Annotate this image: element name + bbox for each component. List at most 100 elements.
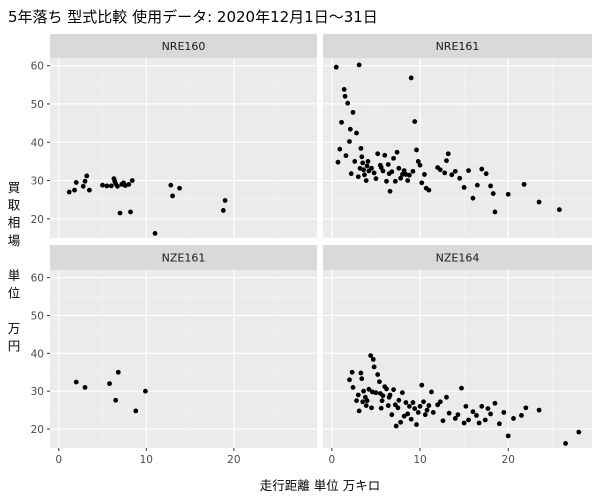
data-point [459,385,464,391]
data-point [452,416,458,421]
data-point [419,382,425,388]
data-point [396,165,402,171]
data-point [373,390,379,396]
data-point [370,356,376,362]
data-point [361,167,366,173]
data-point [463,403,469,409]
x-tick-label: 0 [55,454,62,466]
data-point [392,178,398,184]
y-tick-label: 60 [31,61,44,73]
data-point [429,389,434,395]
data-point [375,151,381,157]
facet-strip-label: NZE164 [436,252,480,265]
data-point [100,182,105,188]
data-point [361,388,366,394]
data-point [152,231,158,236]
data-point [368,353,374,358]
data-point [483,171,489,177]
data-point [359,376,365,382]
data-point [385,403,391,408]
data-point [220,208,226,213]
data-point [455,412,461,418]
data-point [426,403,432,408]
data-point [389,412,395,418]
data-point [417,403,423,409]
data-point [563,441,568,446]
data-point [419,180,425,186]
data-point [474,413,479,418]
data-point [339,119,344,125]
data-point [365,159,371,164]
data-point [384,178,389,184]
data-point [444,394,449,400]
data-point [382,152,388,158]
data-point [536,199,542,205]
data-point [369,165,374,171]
y-axis-title-char: 位 [8,286,21,301]
x-tick-label: 10 [413,454,426,466]
data-point [364,163,370,169]
data-point [129,178,135,183]
data-point [115,369,121,375]
data-point [401,168,407,173]
data-point [399,390,405,396]
plot-panel-background [50,58,317,238]
data-point [445,151,451,157]
plot-panel-background [50,270,317,448]
data-point [470,409,476,415]
data-point [440,418,446,424]
data-point [393,423,399,429]
y-tick-label: 20 [31,424,44,436]
data-point [364,398,370,404]
data-point [396,397,402,403]
data-point [452,168,458,174]
data-point [395,405,401,411]
data-point [113,397,119,403]
y-axis-title-char: 円 [8,338,21,353]
data-point [350,385,356,390]
x-tick-label: 20 [502,454,515,466]
data-point [485,406,491,412]
y-tick-label: 50 [31,99,44,111]
y-axis-title-char: 単 [8,268,21,283]
facet-strip [50,245,317,270]
data-point [347,126,353,132]
data-point [444,158,449,164]
data-point [414,147,419,153]
y-axis-title-char: 買 [8,180,21,195]
data-point [358,145,364,151]
data-point [355,392,361,398]
data-point [410,400,416,405]
data-point [415,410,421,415]
data-point [104,183,110,189]
data-point [73,379,79,385]
data-point [479,403,485,409]
data-point [476,420,482,426]
facet-panel-nre161: NRE161 [323,34,592,239]
data-point [115,183,120,189]
data-point [354,398,359,404]
x-tick-label: 10 [140,454,153,466]
data-point [387,188,393,194]
data-point [421,399,426,405]
data-point [343,153,349,159]
data-point [348,171,354,177]
data-point [360,160,366,166]
data-point [385,162,391,167]
y-tick-label: 50 [31,310,44,322]
data-point [466,417,471,423]
data-point [398,419,404,425]
x-tick-label: 0 [328,454,335,466]
facet-strip-label: NRE160 [162,40,206,53]
data-point [363,403,369,408]
y-tick-label: 40 [31,348,44,360]
data-point [66,189,72,195]
data-point [133,408,139,414]
facet-strip [50,34,317,58]
data-point [387,392,393,398]
data-point [501,410,507,415]
data-point [412,406,418,412]
facet-panels: NRE160 20 30 40 50 60 NRE161 NZE161 20 30 40 50 60 0 1… [31,34,592,466]
data-point [73,180,79,185]
